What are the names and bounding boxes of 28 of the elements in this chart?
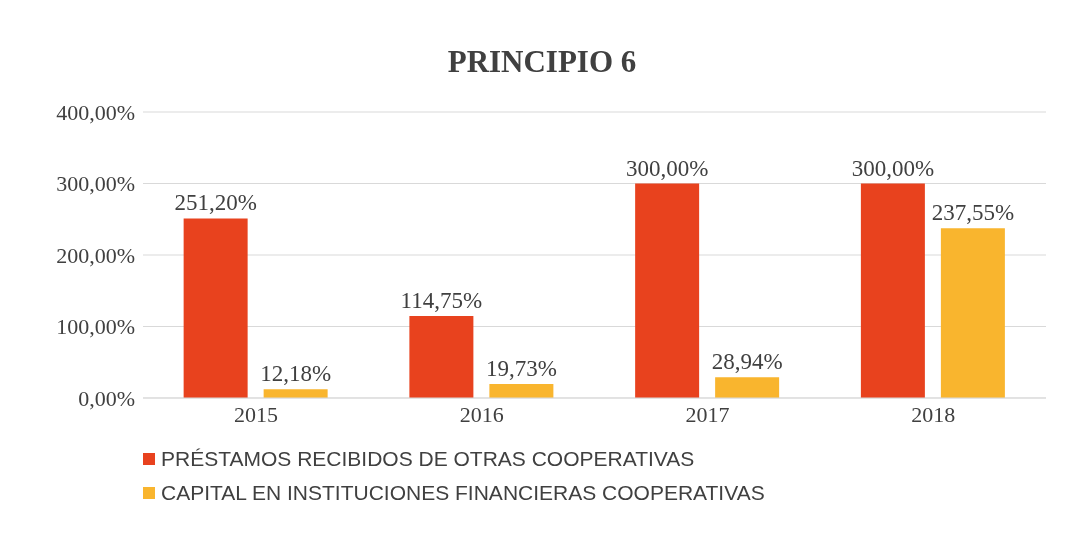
bar bbox=[183, 218, 248, 398]
bar bbox=[409, 315, 474, 398]
legend-label: CAPITAL EN INSTITUCIONES FINANCIERAS COOPERATIVAS bbox=[161, 481, 765, 505]
x-tick-label: 2016 bbox=[459, 401, 504, 427]
bar bbox=[940, 228, 1005, 398]
x-tick-label: 2018 bbox=[911, 401, 956, 427]
bar bbox=[715, 377, 780, 398]
y-tick-label: 400,00% bbox=[56, 99, 135, 125]
data-label: 12,18% bbox=[260, 361, 332, 387]
bar bbox=[263, 389, 328, 398]
y-tick-label: 0,00% bbox=[78, 385, 135, 411]
y-tick-label: 100,00% bbox=[56, 314, 135, 340]
data-label: 251,20% bbox=[174, 190, 257, 216]
y-tick-label: 200,00% bbox=[56, 242, 135, 268]
bar bbox=[489, 383, 554, 398]
x-tick-label: 2015 bbox=[233, 401, 278, 427]
data-label: 300,00% bbox=[625, 155, 709, 181]
x-tick-label: 2017 bbox=[685, 401, 730, 427]
data-label: 28,94% bbox=[711, 349, 783, 375]
data-label: 114,75% bbox=[400, 287, 483, 313]
bar bbox=[860, 183, 925, 398]
data-label: 300,00% bbox=[851, 155, 935, 181]
y-tick-label: 300,00% bbox=[56, 171, 135, 197]
legend-label: PRÉSTAMOS RECIBIDOS DE OTRAS COOPERATIVAS bbox=[161, 447, 695, 471]
data-label: 237,55% bbox=[931, 200, 1015, 226]
chart-title: PRINCIPIO 6 bbox=[446, 43, 638, 81]
bar bbox=[635, 183, 700, 398]
data-label: 19,73% bbox=[485, 355, 557, 381]
